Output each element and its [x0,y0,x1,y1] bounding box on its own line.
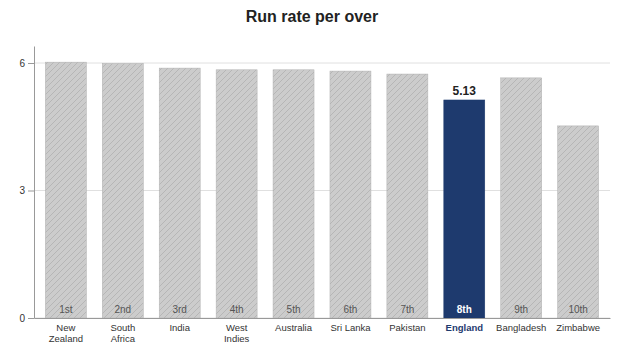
y-axis-line [34,47,35,319]
bar [501,78,542,318]
rank-label: 8th [457,304,472,315]
x-tick: NewZealand [49,318,83,344]
rank-label: 7th [400,304,414,315]
x-tick-label-line: Australia [275,322,313,333]
rank-label: 1st [59,304,73,315]
x-tick: Australia [275,318,313,333]
y-tick-line [28,63,34,64]
y-tick-label: 3 [19,185,25,196]
x-tick-label: SouthAfrica [110,322,135,344]
bar [330,71,371,318]
grid [34,63,610,318]
x-tick-label-line: Zealand [49,333,83,344]
annotations: 1st 2nd 3rd 4th 5th 6th 7th 8th 9th 10th [59,304,588,315]
x-tick: Sri Lanka [330,318,371,333]
rank-label: 3rd [172,304,186,315]
x-tick: India [169,318,190,333]
x-tick-label: Bangladesh [496,322,546,333]
x-tick-label-line: Indies [224,333,250,344]
x-tick: WestIndies [224,318,250,344]
x-tick-label: India [169,322,190,333]
rank-label: 5th [287,304,301,315]
rank-label: 6th [344,304,358,315]
x-tick-label: Australia [275,322,313,333]
bar [444,100,485,318]
y-tick: 3 [19,185,34,196]
x-tick: Pakistan [389,318,425,333]
x-tick-label-line: Africa [111,333,136,344]
y-tick: 0 [19,313,34,324]
x-tick-label-line: Pakistan [389,322,425,333]
x-tick: Zimbabwe [556,318,600,333]
x-tick-label-line: India [169,322,190,333]
rank-label: 2nd [114,304,131,315]
x-tick-label-line: South [110,322,135,333]
x-tick-label-line: Bangladesh [496,322,546,333]
x-tick: England [446,318,484,333]
bar [273,70,314,318]
plot: NewZealand SouthAfrica India WestIndies Aust… [19,47,610,344]
x-tick-label: Zimbabwe [556,322,600,333]
y-tick-label: 6 [19,58,25,69]
x-axis-line [35,318,611,319]
x-axis: NewZealand SouthAfrica India WestIndies Aust… [35,318,611,344]
x-tick-label-line: England [446,322,484,333]
x-tick: Bangladesh [496,318,546,333]
bar [558,126,599,318]
x-tick: SouthAfrica [110,318,135,344]
bar [387,74,428,318]
x-tick-label: NewZealand [49,322,83,344]
rank-label: 10th [568,304,587,315]
title: Run rate per over [246,8,378,25]
chart: NewZealand SouthAfrica India WestIndies Aust… [0,0,624,358]
y-axis: 0 3 6 [19,47,34,324]
bars [45,62,598,318]
x-tick-label-line: West [226,322,248,333]
x-tick-label: Pakistan [389,322,425,333]
y-tick-label: 0 [19,313,25,324]
data-label: 5.13 [453,84,477,98]
x-tick-label-line: Zimbabwe [556,322,600,333]
bar [102,63,143,318]
y-tick: 6 [19,58,34,69]
bar [45,62,86,318]
rank-label: 9th [514,304,528,315]
y-tick-line [28,191,34,192]
x-tick-label: WestIndies [224,322,250,344]
x-tick-label: Sri Lanka [330,322,371,333]
rank-label: 4th [230,304,244,315]
x-tick-label-line: Sri Lanka [330,322,371,333]
bar [216,70,257,318]
data-labels: 5.13 [453,84,477,98]
y-tick-line [28,318,34,319]
x-tick-label-line: New [56,322,75,333]
bar [159,68,200,318]
x-tick-label: England [446,322,484,333]
